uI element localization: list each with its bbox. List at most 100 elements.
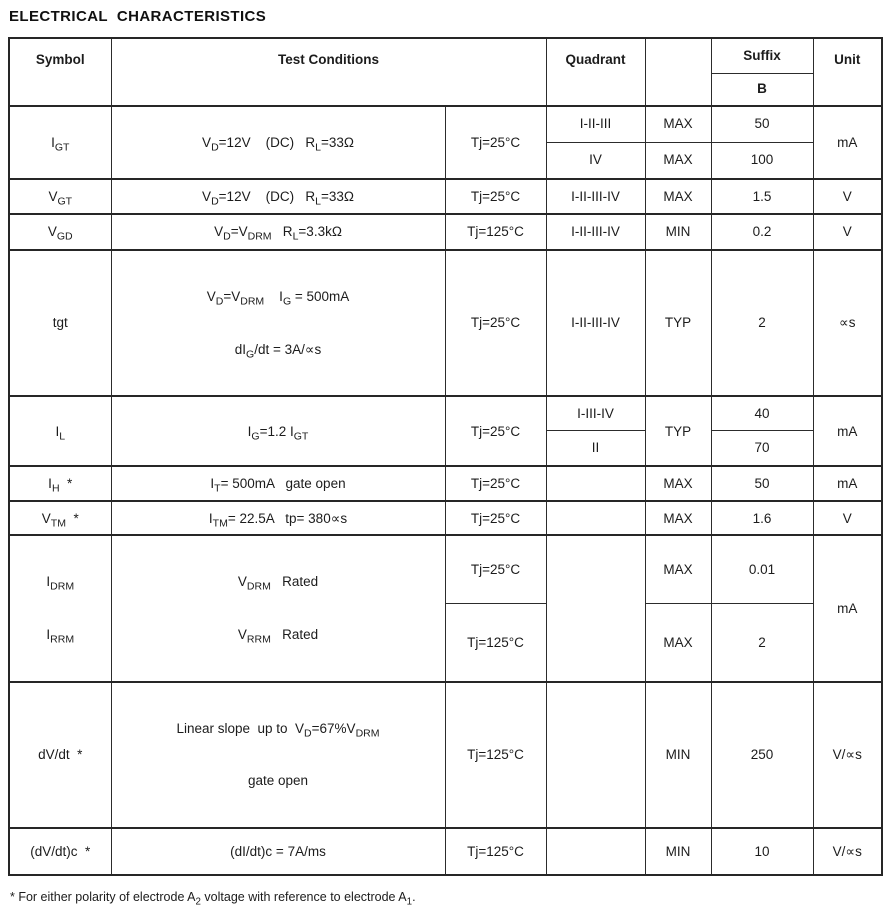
unit-cell: V (812, 500, 883, 536)
unit-cell: ∝s (812, 248, 883, 397)
col-header-test-conditions: Test Conditions (110, 37, 547, 107)
conditions-cell: IG=1.2 IGT (110, 395, 446, 467)
unit-cell: V/∝s (812, 827, 883, 876)
conditions-cell: Linear slope up to VD=67%VDRM gate open (110, 680, 446, 829)
quadrant-cell: I-II-III-IV (545, 213, 646, 251)
limit-cell: TYP (644, 395, 712, 467)
condition-line: VRRM Rated (237, 627, 319, 646)
quadrant-cell: I-III-IV (545, 395, 646, 431)
tj-cell: Tj=25°C (444, 465, 547, 502)
symbol-cell: (dV/dt)c * (8, 827, 112, 876)
tj-cell: Tj=125°C (444, 213, 547, 251)
conditions-cell: IT= 500mA gate open (110, 465, 446, 502)
unit-cell: mA (812, 465, 883, 502)
condition-line: VD=VDRM RL=3.3kΩ (214, 224, 342, 243)
col-header-limit-blank (644, 37, 712, 107)
value-cell: 250 (710, 680, 814, 829)
unit-cell: V (812, 178, 883, 215)
unit-cell: mA (812, 534, 883, 683)
quadrant-cell (545, 500, 646, 536)
condition-line: ITM= 22.5A tp= 380∝s (208, 510, 348, 530)
limit-cell: MAX (644, 178, 712, 215)
value-cell: 0.01 (710, 534, 814, 605)
tj-cell: Tj=25°C (444, 178, 547, 215)
condition-line: VD=12V (DC) RL=33Ω (202, 134, 354, 154)
page-title: ELECTRICAL CHARACTERISTICS (9, 8, 267, 25)
col-header-symbol: Symbol (8, 37, 112, 107)
footnote: * For either polarity of electrode A2 vo… (10, 890, 416, 908)
unit-cell: V/∝s (812, 680, 883, 829)
symbol-line: IRRM (46, 627, 75, 646)
conditions-cell: (dI/dt)c = 7A/ms (110, 827, 446, 876)
value-cell: 50 (710, 465, 814, 502)
conditions-cell: VDRM Rated VRRM Rated (110, 534, 446, 683)
symbol-cell: dV/dt * (8, 680, 112, 829)
condition-line: gate open (247, 773, 309, 789)
condition-line: VD=12V (DC) RL=33Ω (202, 188, 354, 208)
symbol-cell: IDRM IRRM (8, 534, 112, 683)
unit-cell: mA (812, 395, 883, 467)
tj-cell: Tj=125°C (444, 603, 547, 683)
condition-line: VDRM Rated (237, 574, 319, 594)
conditions-cell: ITM= 22.5A tp= 380∝s (110, 500, 446, 536)
conditions-cell: VD=12V (DC) RL=33Ω (110, 105, 446, 180)
symbol-cell: VTM * (8, 500, 112, 536)
symbol-cell: IH * (8, 465, 112, 502)
unit-cell: V (812, 213, 883, 251)
quadrant-cell (545, 465, 646, 502)
col-header-suffix: Suffix (710, 37, 814, 74)
limit-cell: MAX (644, 534, 712, 605)
limit-cell: MAX (644, 500, 712, 536)
value-cell: 40 (710, 395, 814, 431)
limit-cell: MIN (644, 680, 712, 829)
value-cell: 0.2 (710, 213, 814, 251)
quadrant-cell: I-II-III (545, 105, 646, 143)
quadrant-cell: I-II-III-IV (545, 178, 646, 215)
tj-cell: Tj=25°C (444, 395, 547, 467)
condition-line: Linear slope up to VD=67%VDRM (176, 720, 380, 740)
condition-line: dIG/dt = 3A/∝s (234, 341, 322, 361)
condition-line: IT= 500mA gate open (210, 476, 346, 495)
value-cell: 10 (710, 827, 814, 876)
tj-cell: Tj=125°C (444, 680, 547, 829)
limit-cell: MAX (644, 603, 712, 683)
tj-cell: Tj=25°C (444, 105, 547, 180)
quadrant-cell (545, 680, 646, 829)
value-cell: 50 (710, 105, 814, 143)
limit-cell: MIN (644, 827, 712, 876)
tj-cell: Tj=25°C (444, 534, 547, 605)
quadrant-cell: I-II-III-IV (545, 248, 646, 397)
symbol-cell: VGD (8, 213, 112, 251)
symbol-line: IDRM (46, 574, 75, 594)
condition-line: (dI/dt)c = 7A/ms (230, 843, 326, 859)
value-cell: 100 (710, 141, 814, 180)
quadrant-cell: II (545, 429, 646, 467)
col-header-quadrant: Quadrant (545, 37, 646, 107)
tj-cell: Tj=25°C (444, 248, 547, 397)
value-cell: 70 (710, 429, 814, 467)
limit-cell: MAX (644, 105, 712, 143)
value-cell: 2 (710, 603, 814, 683)
conditions-cell: VD=VDRM IG = 500mA dIG/dt = 3A/∝s (110, 248, 446, 397)
symbol-cell: VGT (8, 178, 112, 215)
limit-cell: TYP (644, 248, 712, 397)
symbol-cell: IGT (8, 105, 112, 180)
symbol-cell: tgt (8, 248, 112, 397)
col-header-unit: Unit (812, 37, 883, 107)
value-cell: 1.5 (710, 178, 814, 215)
condition-line: IG=1.2 IGT (247, 423, 309, 443)
limit-cell: MAX (644, 465, 712, 502)
conditions-cell: VD=12V (DC) RL=33Ω (110, 178, 446, 215)
tj-cell: Tj=125°C (444, 827, 547, 876)
value-cell: 2 (710, 248, 814, 397)
quadrant-cell (545, 827, 646, 876)
electrical-characteristics-table: Symbol Test Conditions Quadrant Suffix U… (8, 37, 883, 877)
quadrant-cell (545, 534, 646, 683)
condition-line: VD=VDRM IG = 500mA (206, 289, 350, 308)
unit-cell: mA (812, 105, 883, 180)
limit-cell: MAX (644, 141, 712, 180)
tj-cell: Tj=25°C (444, 500, 547, 536)
col-header-suffix-b: B (710, 72, 814, 107)
quadrant-cell: IV (545, 141, 646, 180)
